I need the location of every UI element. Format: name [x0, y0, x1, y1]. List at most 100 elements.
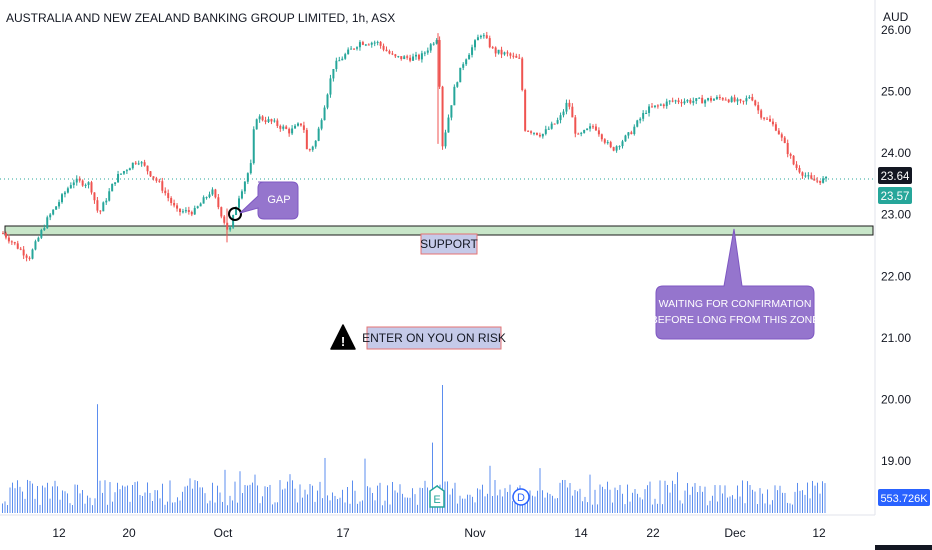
candle-body: [636, 120, 639, 127]
volume-bar: [412, 488, 413, 513]
volume-bar: [799, 490, 801, 513]
candle-body: [394, 54, 397, 57]
volume-bar: [144, 492, 146, 513]
volume-bars: [2, 385, 826, 513]
volume-bar: [529, 490, 531, 513]
volume-bar: [212, 482, 213, 513]
candle-body: [311, 146, 314, 150]
volume-bar: [457, 503, 458, 513]
candle-body: [524, 90, 527, 131]
candle-body: [503, 52, 506, 55]
candle-body: [52, 209, 55, 215]
candle-body: [229, 227, 232, 230]
earnings-marker[interactable]: E: [429, 485, 445, 508]
dividend-marker[interactable]: D: [512, 488, 530, 506]
volume-bar: [289, 474, 291, 513]
candle-body: [202, 197, 205, 204]
candle-body: [813, 178, 816, 181]
candle-body: [412, 56, 415, 61]
candle-body: [559, 115, 562, 121]
candle-body: [825, 176, 828, 179]
volume-bar: [542, 490, 543, 513]
candle-body: [612, 147, 615, 151]
candle-body: [618, 146, 621, 148]
volume-bar: [184, 486, 186, 513]
candle-body: [766, 118, 769, 120]
candle-body: [630, 132, 633, 135]
volume-bar: [87, 495, 88, 513]
volume-bar: [67, 493, 68, 513]
volume-bar: [757, 504, 758, 513]
price-tick-6: 20.00: [881, 392, 911, 406]
volume-bar: [277, 502, 278, 513]
candle-body: [37, 237, 40, 242]
volume-bar: [107, 504, 108, 513]
volume-bar: [647, 485, 648, 513]
candle-body: [465, 59, 468, 65]
candle-body: [751, 97, 754, 101]
candle-body: [149, 171, 152, 177]
candle-body: [406, 56, 409, 58]
volume-bar: [689, 494, 691, 513]
candle-body: [13, 242, 16, 244]
candle-body: [804, 175, 807, 177]
volume-bar: [494, 480, 496, 513]
volume-bar: [607, 481, 608, 513]
candle-body: [742, 100, 745, 102]
volume-bar: [444, 481, 446, 513]
volume-bar: [789, 503, 791, 513]
volume-bar: [329, 500, 331, 513]
volume-bar: [469, 494, 471, 513]
volume-bar: [734, 498, 736, 513]
volume-bar: [727, 497, 728, 513]
candle-body: [609, 142, 612, 148]
price-tick-5: 21.00: [881, 331, 911, 345]
volume-bar: [609, 489, 611, 513]
volume-bar: [299, 484, 301, 513]
gap-callout[interactable]: GAP: [239, 181, 299, 220]
candle-body: [553, 123, 556, 125]
volume-bar: [794, 491, 796, 513]
volume-bar: [569, 483, 571, 513]
volume-bar: [537, 490, 538, 513]
volume-bar: [507, 491, 508, 513]
volume-bar: [559, 482, 561, 513]
volume-bar: [562, 479, 563, 513]
volume-bar: [204, 493, 206, 513]
time-tick-7: Dec: [724, 526, 745, 540]
volume-bar: [664, 480, 666, 513]
volume-bar: [239, 471, 241, 513]
volume-bar: [249, 484, 251, 513]
volume-bar: [209, 500, 211, 513]
candle-body: [583, 130, 586, 133]
candle-body: [497, 49, 500, 54]
volume-bar: [179, 500, 181, 513]
scale-control[interactable]: [875, 545, 932, 550]
volume-bar: [779, 485, 781, 513]
volume-bar: [762, 493, 763, 513]
volume-bar: [219, 492, 221, 513]
volume-bar: [402, 493, 403, 513]
candle-body: [152, 176, 155, 179]
volume-bar: [819, 493, 821, 513]
candle-body: [792, 155, 795, 165]
candle-body: [527, 130, 530, 132]
candle-body: [633, 126, 636, 135]
volume-bar: [442, 385, 443, 513]
volume-bar: [502, 496, 503, 513]
volume-bar: [722, 493, 723, 513]
candle-body: [99, 210, 102, 212]
volume-bar: [809, 498, 811, 513]
volume-bar: [499, 489, 501, 513]
volume-bar: [182, 491, 183, 513]
price-candles: [2, 31, 828, 262]
support-label-box[interactable]: SUPPORT: [420, 233, 479, 255]
candle-body: [249, 163, 252, 174]
price-tick-0: 26.00: [881, 23, 911, 37]
waiting-callout[interactable]: WAITING FOR CONFIRMATION BEFORE LONG FRO…: [651, 228, 819, 340]
gap-label: GAP: [267, 194, 290, 206]
volume-bar: [577, 491, 578, 513]
volume-bar: [599, 484, 601, 513]
candle-body: [677, 100, 680, 103]
risk-label-box[interactable]: ENTER ON YOU ON RISK: [362, 326, 506, 350]
